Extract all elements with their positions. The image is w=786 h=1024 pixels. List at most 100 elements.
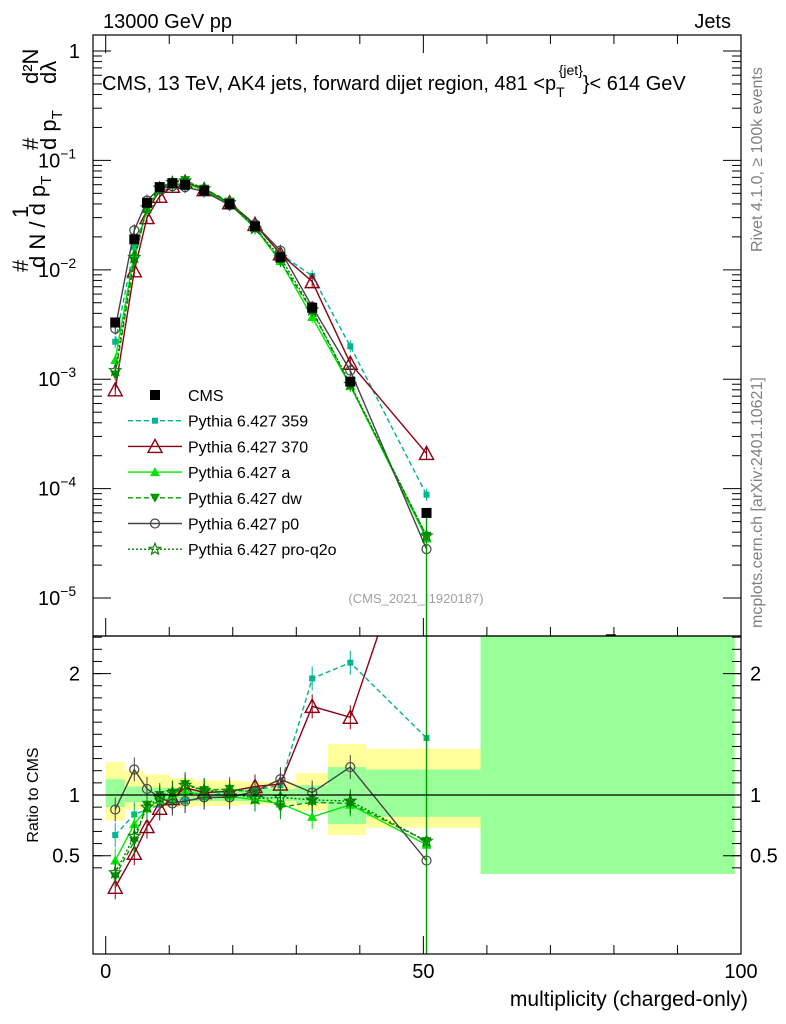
svg-text:d pT: d pT: [36, 110, 66, 150]
data-point-1: [129, 234, 140, 245]
legend-marker-1: [152, 417, 158, 424]
main-point-1-0: [107, 381, 124, 397]
band-green-8: [366, 769, 481, 817]
svg-text:d²N: d²N: [18, 49, 43, 84]
mcplots-label: mcplots.cern.ch [arXiv:2401.10621]: [749, 377, 766, 628]
svg-text:#: #: [8, 259, 33, 272]
legend: CMS Pythia 6.427 359 Pythia 6.427 370 Pythi…: [128, 388, 337, 559]
svg-text:1: 1: [8, 206, 33, 218]
ratio-tick-label-0: 0.5: [52, 846, 80, 868]
svg-text:dλ: dλ: [36, 61, 61, 84]
main-point-1-2: [138, 209, 156, 225]
data-point-10: [307, 302, 318, 313]
process-label: Jets: [694, 11, 731, 33]
data-point-13: [605, 634, 616, 636]
main-tick-label-3: 10−3: [38, 364, 76, 391]
legend-marker-0: [150, 390, 160, 400]
ratio-point-1-3: [151, 799, 168, 816]
ratio-tick-label-right-1: 1: [750, 785, 761, 807]
ratio-tick-label-1: 1: [69, 785, 80, 807]
data-point-8: [250, 221, 260, 232]
data-point-2: [142, 197, 152, 208]
ratio-point-2-1: [129, 819, 140, 829]
legend-marker-4: [150, 493, 160, 503]
main-tick-label-2: 10−2: [38, 255, 76, 282]
x-axis-label: multiplicity (charged-only): [510, 988, 748, 1011]
energy-label: 13000 GeV pp: [103, 11, 232, 33]
main-line-series-2: [114, 182, 428, 539]
rivet-label: Rivet 4.1.0, ≥ 100k events: [749, 67, 766, 252]
legend-marker-6: [147, 541, 163, 556]
main-point-0-11: [347, 343, 354, 350]
ratio-point-5-11: [343, 793, 358, 808]
legend-marker-5: [149, 518, 161, 529]
band-green-1: [124, 786, 144, 803]
data-point-7: [224, 198, 235, 209]
band-green-9: [480, 636, 735, 874]
legend-label-2: Pythia 6.427 370: [188, 439, 308, 456]
main-tick-label-1: 10−1: [38, 145, 76, 172]
ratio-point-4-9: [275, 774, 286, 785]
main-line-series-3: [114, 179, 428, 537]
main-point-5-0: [108, 363, 123, 377]
ratio-y-ticks: 0.5 0.5 1 1 2 2: [52, 636, 778, 869]
ratio-point-5-1: [127, 828, 142, 843]
data-point-11: [345, 376, 356, 387]
main-point-0-12: [423, 491, 430, 498]
main-point-5-1: [127, 249, 142, 264]
main-tick-label-4: 10−4: [38, 474, 76, 501]
legend-label-4: Pythia 6.427 dw: [188, 491, 302, 508]
ratio-tick-label-right-0: 0.5: [750, 846, 778, 868]
data-point-3: [154, 182, 165, 193]
main-data-points: [110, 178, 616, 636]
ratio-point-4-0: [110, 804, 121, 815]
main-point-1-3: [151, 187, 168, 203]
svg-text:#: #: [18, 137, 43, 150]
ratio-point-5-6: [197, 782, 212, 797]
main-point-0-0: [112, 338, 119, 345]
ratio-point-1-2: [138, 818, 156, 834]
main-y-ticks: 1 10−1 10−2 10−3 10−4 10−5: [38, 41, 741, 610]
ratio-point-1-11: [342, 708, 359, 725]
ratio-point-2-0: [110, 855, 121, 865]
ratio-point-5-2: [139, 799, 155, 814]
ratio-series: [107, 636, 434, 954]
ratio-point-5-0: [108, 865, 123, 879]
band-green-7: [328, 767, 367, 825]
ratio-point-5-10: [305, 792, 320, 806]
ratio-point-4-1: [129, 764, 140, 775]
legend-label-1: Pythia 6.427 359: [188, 414, 308, 431]
data-point-6: [199, 185, 210, 196]
main-title: CMS, 13 TeV, AK4 jets, forward dijet reg…: [102, 62, 686, 100]
ratio-point-4-2: [141, 783, 153, 795]
ratio-point-5-8: [247, 791, 263, 805]
main-ylabel: # 1 d N / d pT # d pT d²N dλ: [8, 49, 66, 272]
main-tick-label-5: 10−5: [38, 583, 76, 610]
main-point-1-12: [418, 444, 435, 461]
ratio-point-0-11: [347, 659, 354, 666]
svg-text:d N / d pT: d N / d pT: [25, 176, 55, 268]
ratio-point-0-0: [112, 832, 119, 839]
data-point-5: [180, 179, 191, 190]
main-line-series-5: [114, 180, 428, 537]
main-point-2-0: [110, 354, 121, 364]
main-tick-label-0: 1: [69, 41, 80, 63]
ratio-point-4-11: [345, 761, 356, 773]
legend-label-5: Pythia 6.427 p0: [188, 517, 299, 534]
data-point-4: [167, 178, 178, 189]
data-point-0: [110, 317, 121, 328]
ratio-point-0-10: [309, 675, 316, 682]
legend-label-6: Pythia 6.427 pro-q2o: [188, 542, 337, 559]
x-tick-label-0: 0: [100, 961, 111, 983]
legend-label-0: CMS: [188, 388, 224, 405]
ratio-point-1-0: [107, 878, 124, 894]
ratio-point-1-10: [304, 697, 321, 714]
main-point-1-10: [304, 273, 321, 289]
data-point-12: [421, 507, 432, 518]
x-ticks: 0 50 100: [100, 35, 758, 983]
legend-label-3: Pythia 6.427 a: [188, 465, 290, 482]
main-point-0-1: [131, 244, 138, 251]
main-series: [107, 173, 435, 636]
analysis-watermark: (CMS_2021_I1920187): [348, 591, 483, 606]
